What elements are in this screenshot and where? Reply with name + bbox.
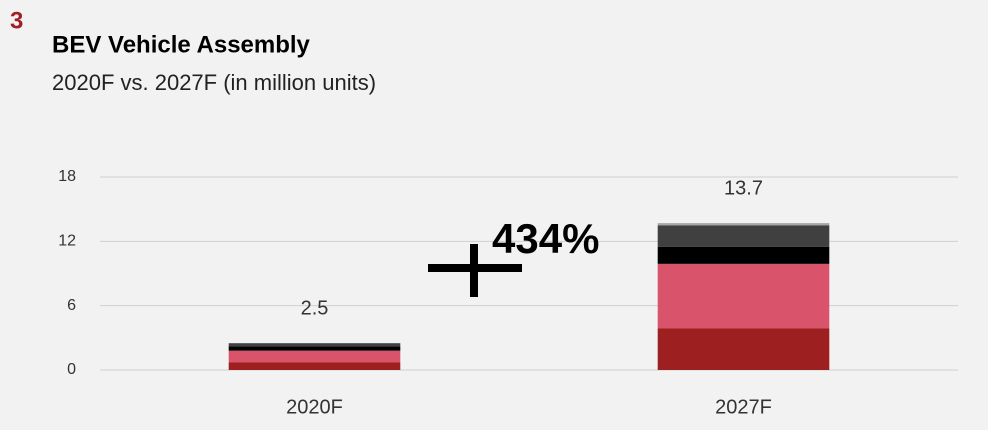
badge: 3 — [10, 7, 23, 34]
x-tick-label: 2020F — [286, 396, 343, 418]
bar-segment — [657, 328, 830, 370]
total-label: 13.7 — [724, 177, 763, 199]
bar-segment — [657, 225, 830, 247]
plot: 0 6 12 18 2020F 2.5 2027F 13.7 — [58, 168, 958, 418]
y-tick-label: 6 — [67, 297, 76, 314]
growth-annotation: 434% — [492, 215, 599, 262]
bar-segment — [657, 246, 830, 264]
total-label: 2.5 — [301, 297, 329, 319]
bar-segment — [657, 223, 830, 226]
y-tick-label: 0 — [67, 361, 76, 378]
y-tick-label: 18 — [58, 168, 76, 185]
bar-segment — [228, 350, 401, 363]
bar-segment — [228, 362, 401, 370]
chart-title: BEV Vehicle Assembly — [52, 31, 311, 58]
bar-segment — [228, 346, 401, 351]
bar-segment — [657, 263, 830, 329]
x-tick-label: 2027F — [715, 396, 772, 418]
bar-segment — [228, 343, 401, 347]
chart-subtitle: 2020F vs. 2027F (in million units) — [52, 70, 376, 95]
y-tick-label: 12 — [58, 233, 76, 250]
